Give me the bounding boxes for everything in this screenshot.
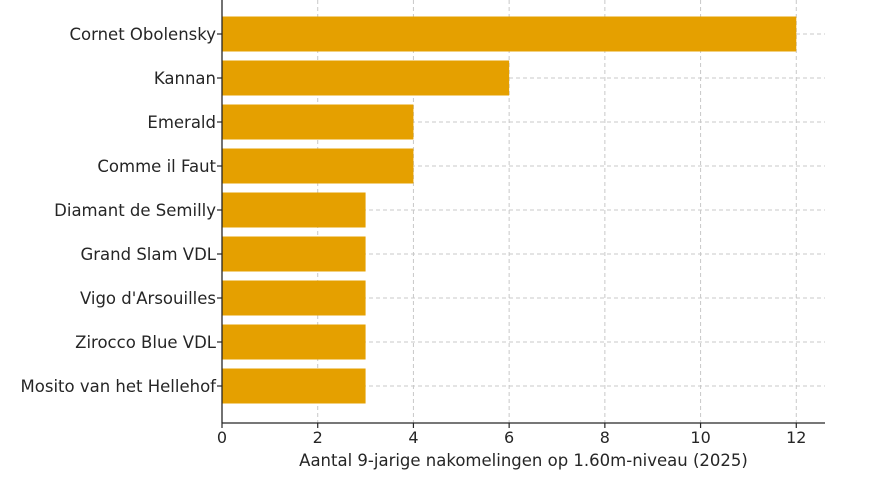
x-axis-title: Aantal 9-jarige nakomelingen op 1.60m-ni…: [299, 451, 748, 470]
category-label: Emerald: [147, 113, 216, 132]
category-label: Vigo d'Arsouilles: [80, 289, 216, 308]
axes: [221, 0, 825, 424]
y-axis-category-labels: Cornet Obolensky Kannan Emerald Comme il Fa…: [21, 25, 222, 396]
bar: [222, 104, 414, 140]
bars: [222, 16, 797, 404]
x-tick-label: 8: [600, 428, 610, 447]
bar: [222, 16, 797, 52]
category-label: Diamant de Semilly: [54, 201, 216, 220]
bar: [222, 192, 366, 228]
bar: [222, 148, 414, 184]
x-tick-label: 0: [217, 428, 227, 447]
x-axis-ticks: 0 2 4 6 8 10 12: [217, 423, 806, 447]
bar: [222, 60, 510, 96]
category-label: Zirocco Blue VDL: [75, 333, 217, 352]
x-tick-label: 2: [313, 428, 323, 447]
x-tick-label: 10: [690, 428, 710, 447]
x-tick-label: 4: [408, 428, 418, 447]
bar: [222, 280, 366, 316]
bar: [222, 368, 366, 404]
category-label: Mosito van het Hellehof: [21, 377, 218, 396]
category-label: Grand Slam VDL: [80, 245, 216, 264]
category-label: Kannan: [154, 69, 216, 88]
category-label: Cornet Obolensky: [69, 25, 216, 44]
category-label: Comme il Faut: [97, 157, 216, 176]
x-tick-label: 6: [504, 428, 514, 447]
bar: [222, 324, 366, 360]
bar: [222, 236, 366, 272]
x-tick-label: 12: [786, 428, 806, 447]
